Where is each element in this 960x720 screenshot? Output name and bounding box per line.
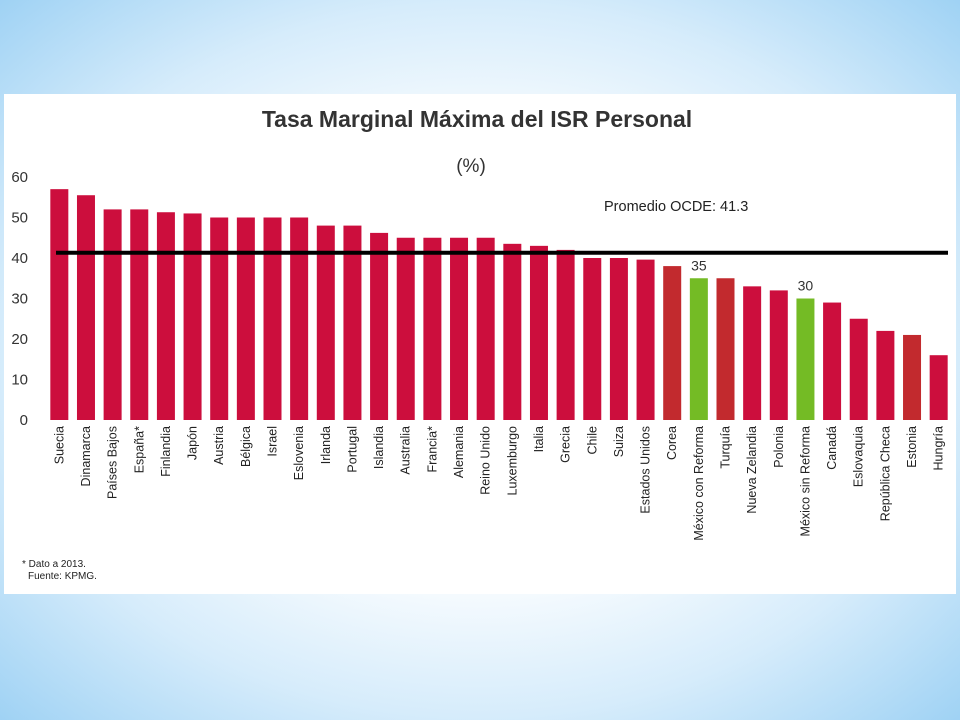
bar-data-label: 30 [798,278,814,294]
x-tick-label: Eslovaquia [852,426,866,487]
x-tick-label: Chile [585,426,599,455]
bar [450,238,468,420]
x-tick-label: España* [132,426,146,473]
bar [343,226,361,420]
footnote-fuente: Fuente: KPMG. [28,571,97,582]
y-tick-label: 30 [11,291,28,308]
x-tick-label: Países Bajos [106,426,120,499]
bar [290,218,308,421]
bar [637,260,655,420]
bar [77,195,95,420]
x-tick-label: Italia [532,426,546,452]
bar [503,244,521,420]
bar [477,238,495,420]
x-tick-label: Luxemburgo [505,426,519,496]
slide-panel: Tasa Marginal Máxima del ISR Personal (%… [4,94,956,594]
y-tick-label: 0 [20,412,28,429]
x-tick-label: Islandia [372,426,386,469]
y-tick-label: 60 [11,169,28,186]
bar [157,212,175,420]
bar [930,355,948,420]
x-tick-label: México sin Reforma [798,426,812,536]
bar [184,213,202,420]
x-tick-label: República Checa [878,426,892,521]
bar [876,331,894,420]
x-tick-label: Estados Unidos [639,426,653,514]
ocde-average-label: Promedio OCDE: 41.3 [604,199,748,215]
bar [317,226,335,420]
bar [743,286,761,420]
bar [130,209,148,420]
bar [663,266,681,420]
y-tick-label: 20 [11,331,28,348]
bar [237,218,255,421]
x-tick-label: Japón [186,426,200,460]
x-tick-label: Portugal [345,426,359,473]
bar [210,218,228,421]
x-tick-label: Dinamarca [79,426,93,486]
x-tick-label: Suecia [52,426,66,464]
bar [717,278,735,420]
bar [796,299,814,421]
x-tick-label: Bélgica [239,426,253,467]
chart-subtitle: (%) [456,156,486,177]
footnote-dato: * Dato a 2013. [22,559,86,570]
chart-title: Tasa Marginal Máxima del ISR Personal [262,106,692,132]
x-tick-label: Eslovenia [292,426,306,480]
x-tick-label: Reino Unido [479,426,493,495]
x-tick-label: Irlanda [319,426,333,464]
bar [823,303,841,420]
bar [690,278,708,420]
bar-data-label: 35 [691,257,707,273]
bar [370,233,388,420]
x-tick-label: México con Reforma [692,426,706,541]
x-tick-label: Hungría [932,426,946,471]
x-tick-label: Corea [665,426,679,460]
bar [423,238,441,420]
x-tick-label: Nueva Zelandia [745,426,759,514]
x-tick-label: Canadá [825,426,839,470]
y-tick-label: 10 [11,372,28,389]
bar [264,218,282,421]
x-tick-label: Grecia [559,426,573,463]
bar [397,238,415,420]
x-tick-label: Francia* [425,426,439,473]
x-tick-label: Australia [399,426,413,475]
y-tick-label: 50 [11,210,28,227]
bar [903,335,921,420]
bar [104,209,122,420]
x-tick-label: Austria [212,426,226,465]
x-tick-label: Finlandia [159,426,173,477]
bar [850,319,868,420]
x-tick-label: Polonia [772,426,786,468]
y-tick-label: 40 [11,250,28,267]
x-tick-label: Estonia [905,426,919,468]
bar [583,258,601,420]
bar [50,189,68,420]
x-tick-label: Alemania [452,426,466,478]
bar [770,290,788,420]
x-tick-label: Turquía [719,426,733,469]
x-tick-label: Israel [266,426,280,457]
bar [557,250,575,420]
bar [610,258,628,420]
bar-chart: Tasa Marginal Máxima del ISR Personal (%… [4,94,956,594]
x-tick-label: Suiza [612,426,626,457]
bar [530,246,548,420]
